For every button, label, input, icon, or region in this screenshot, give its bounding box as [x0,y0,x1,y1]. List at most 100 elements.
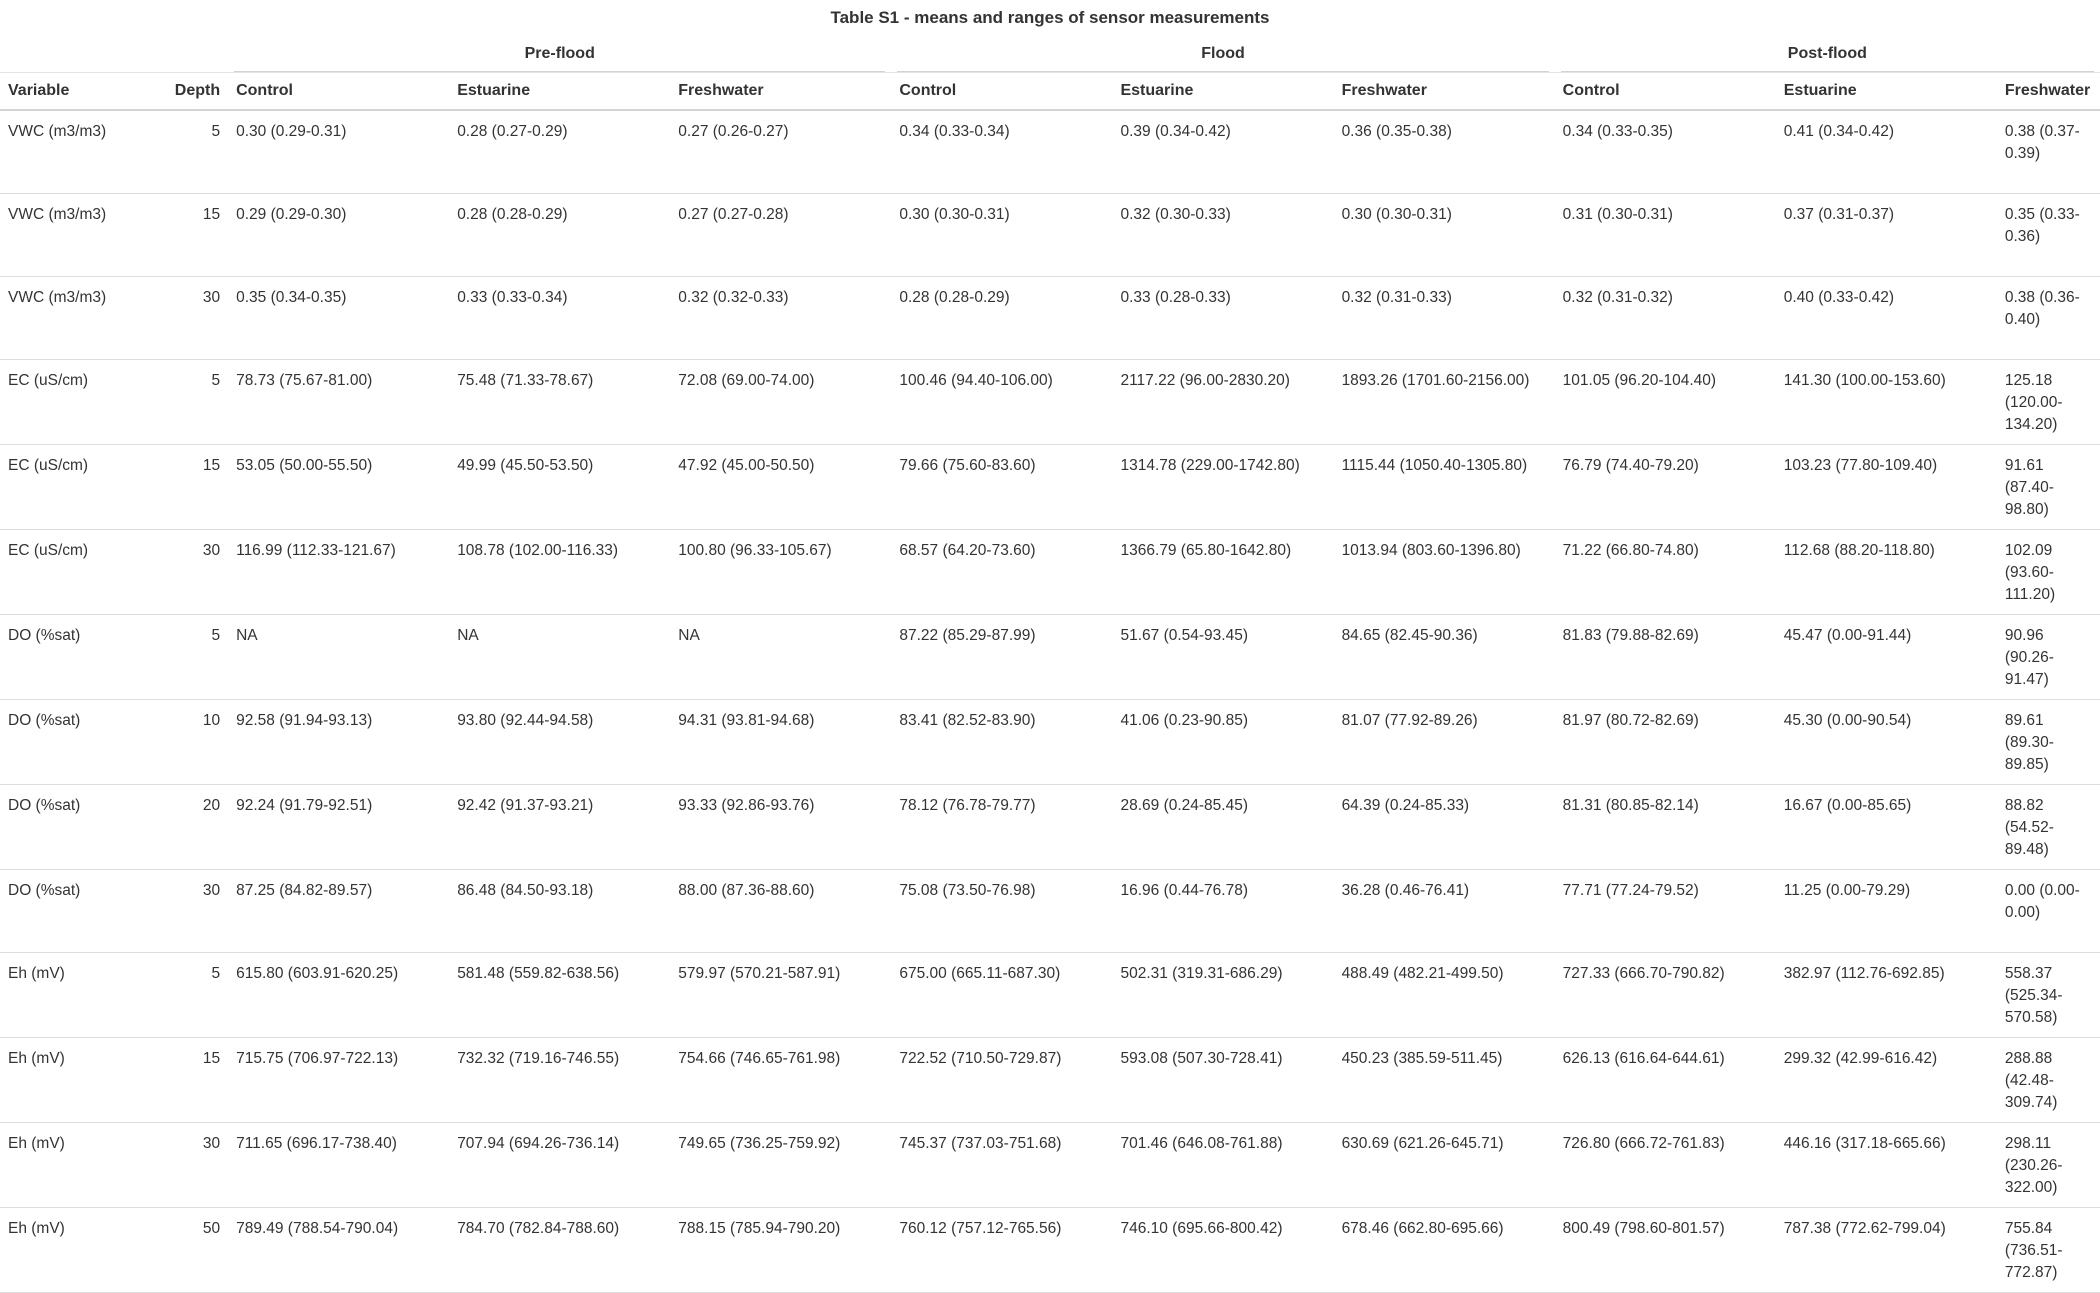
cell-value: 0.32 (0.31-0.33) [1333,276,1555,360]
cell-value: NA [670,614,892,700]
cell-value: 0.27 (0.26-0.27) [670,110,892,194]
cell-variable: EC (uS/cm) [0,359,161,445]
cell-value: 53.05 (50.00-55.50) [228,444,450,530]
cell-depth: 50 [160,1207,229,1293]
cell-value: 92.58 (91.94-93.13) [228,699,450,785]
cell-value: 45.30 (0.00-90.54) [1775,699,1997,785]
col-header-flood-freshwater: Freshwater [1333,72,1555,111]
cell-value: 0.28 (0.28-0.29) [891,276,1113,360]
cell-value: 76.79 (74.40-79.20) [1554,444,1776,530]
cell-value: 0.29 (0.29-0.30) [228,193,450,277]
cell-value: 701.46 (646.08-761.88) [1112,1122,1334,1208]
cell-value: 615.80 (603.91-620.25) [228,952,450,1038]
cell-value: 91.61 (87.40-98.80) [1996,444,2100,530]
cell-value: 0.28 (0.27-0.29) [449,110,671,194]
spanner-post-flood: Post-flood [1555,36,2100,73]
cell-depth: 10 [160,699,229,785]
table-row: Eh (mV) 5 615.80 (603.91-620.25) 581.48 … [0,952,2100,1038]
cell-value: 0.41 (0.34-0.42) [1775,110,1997,194]
cell-variable: Eh (mV) [0,1122,161,1208]
cell-value: 112.68 (88.20-118.80) [1775,529,1997,615]
cell-variable: Eh (mV) [0,952,161,1038]
cell-value: 675.00 (665.11-687.30) [891,952,1113,1038]
cell-value: 116.99 (112.33-121.67) [228,529,450,615]
cell-depth: 5 [160,359,229,445]
cell-value: 75.08 (73.50-76.98) [891,869,1113,953]
cell-value: 87.22 (85.29-87.99) [891,614,1113,700]
cell-value: 558.37 (525.34-570.58) [1996,952,2100,1038]
cell-value: 0.32 (0.32-0.33) [670,276,892,360]
cell-depth: 30 [160,869,229,953]
cell-value: 789.49 (788.54-790.04) [228,1207,450,1293]
cell-value: 88.00 (87.36-88.60) [670,869,892,953]
cell-depth: 15 [160,444,229,530]
cell-value: 0.38 (0.36-0.40) [1996,276,2100,360]
cell-value: 488.49 (482.21-499.50) [1333,952,1555,1038]
cell-value: 0.30 (0.30-0.31) [891,193,1113,277]
cell-value: 726.80 (666.72-761.83) [1554,1122,1776,1208]
cell-value: 92.42 (91.37-93.21) [449,784,671,870]
col-header-flood-estuarine: Estuarine [1112,72,1334,111]
cell-value: 72.08 (69.00-74.00) [670,359,892,445]
spanner-row: Pre-flood Flood Post-flood [0,36,2100,73]
col-header-post-freshwater: Freshwater [1996,72,2100,111]
cell-value: 41.06 (0.23-90.85) [1112,699,1334,785]
cell-value: 593.08 (507.30-728.41) [1112,1037,1334,1123]
table-row: DO (%sat) 30 87.25 (84.82-89.57) 86.48 (… [0,869,2100,953]
cell-value: 93.33 (92.86-93.76) [670,784,892,870]
cell-value: 16.96 (0.44-76.78) [1112,869,1334,953]
table-row: VWC (m3/m3) 15 0.29 (0.29-0.30) 0.28 (0.… [0,193,2100,277]
cell-variable: DO (%sat) [0,784,161,870]
cell-value: 788.15 (785.94-790.20) [670,1207,892,1293]
col-header-pre-control: Control [228,72,450,111]
cell-value: 754.66 (746.65-761.98) [670,1037,892,1123]
cell-value: 101.05 (96.20-104.40) [1554,359,1776,445]
cell-value: 86.48 (84.50-93.18) [449,869,671,953]
col-header-flood-control: Control [891,72,1113,111]
cell-value: 11.25 (0.00-79.29) [1775,869,1997,953]
cell-value: 0.27 (0.27-0.28) [670,193,892,277]
cell-value: 78.73 (75.67-81.00) [228,359,450,445]
sensor-measurements-table: Pre-flood Flood Post-flood Variable Dept… [0,36,2100,1293]
col-header-pre-estuarine: Estuarine [449,72,671,111]
cell-value: 83.41 (82.52-83.90) [891,699,1113,785]
cell-depth: 15 [160,193,229,277]
cell-value: 45.47 (0.00-91.44) [1775,614,1997,700]
table-row: EC (uS/cm) 15 53.05 (50.00-55.50) 49.99 … [0,444,2100,530]
cell-value: 75.48 (71.33-78.67) [449,359,671,445]
cell-value: 0.34 (0.33-0.35) [1554,110,1776,194]
cell-value: 787.38 (772.62-799.04) [1775,1207,1997,1293]
cell-value: 630.69 (621.26-645.71) [1333,1122,1555,1208]
cell-value: 0.40 (0.33-0.42) [1775,276,1997,360]
col-header-variable: Variable [0,72,161,111]
cell-value: 92.24 (91.79-92.51) [228,784,450,870]
cell-value: 450.23 (385.59-511.45) [1333,1037,1555,1123]
cell-value: 0.36 (0.35-0.38) [1333,110,1555,194]
col-header-pre-freshwater: Freshwater [670,72,892,111]
spanner-flood: Flood [891,36,1554,73]
cell-variable: Eh (mV) [0,1037,161,1123]
cell-value: 71.22 (66.80-74.80) [1554,529,1776,615]
cell-value: 0.30 (0.29-0.31) [228,110,450,194]
cell-value: 715.75 (706.97-722.13) [228,1037,450,1123]
cell-value: 100.80 (96.33-105.67) [670,529,892,615]
cell-value: 49.99 (45.50-53.50) [449,444,671,530]
cell-value: 47.92 (45.00-50.50) [670,444,892,530]
cell-depth: 5 [160,614,229,700]
table-row: Eh (mV) 15 715.75 (706.97-722.13) 732.32… [0,1037,2100,1123]
cell-value: 749.65 (736.25-759.92) [670,1122,892,1208]
cell-value: 502.31 (319.31-686.29) [1112,952,1334,1038]
cell-value: 90.96 (90.26-91.47) [1996,614,2100,700]
cell-value: NA [449,614,671,700]
cell-value: 299.32 (42.99-616.42) [1775,1037,1997,1123]
cell-value: 0.37 (0.31-0.37) [1775,193,1997,277]
cell-value: 760.12 (757.12-765.56) [891,1207,1113,1293]
cell-value: 0.35 (0.34-0.35) [228,276,450,360]
cell-value: 746.10 (695.66-800.42) [1112,1207,1334,1293]
col-header-post-estuarine: Estuarine [1775,72,1997,111]
cell-value: 0.34 (0.33-0.34) [891,110,1113,194]
cell-value: 125.18 (120.00-134.20) [1996,359,2100,445]
cell-value: 0.33 (0.33-0.34) [449,276,671,360]
cell-value: 800.49 (798.60-801.57) [1554,1207,1776,1293]
cell-value: 446.16 (317.18-665.66) [1775,1122,1997,1208]
